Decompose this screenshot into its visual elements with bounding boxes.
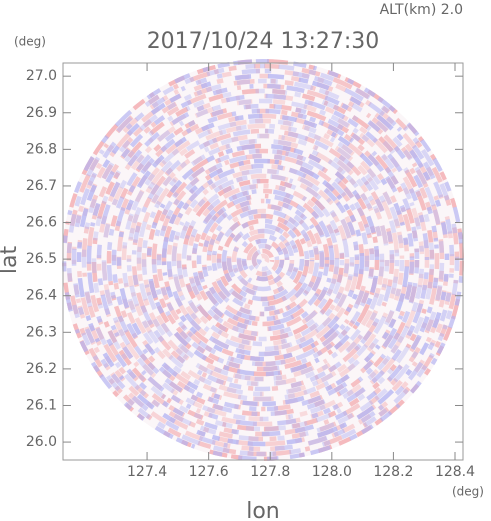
echo-ring bbox=[246, 243, 280, 277]
y-unit: (deg) bbox=[14, 35, 46, 49]
y-tick-label: 26.8 bbox=[26, 141, 57, 157]
echo-ring bbox=[91, 88, 435, 432]
echo-ring bbox=[251, 248, 275, 272]
y-axis-label: lat bbox=[0, 246, 22, 275]
echo-ring bbox=[136, 133, 390, 387]
y-tick-label: 26.7 bbox=[26, 178, 57, 194]
x-unit: (deg) bbox=[452, 485, 484, 499]
echo-ring bbox=[131, 128, 395, 392]
echo-ring bbox=[166, 163, 360, 357]
echo-ring bbox=[81, 78, 445, 442]
y-tick-label: 26.5 bbox=[26, 251, 57, 267]
echo-ring bbox=[66, 63, 460, 457]
chart-title: 2017/10/24 13:27:30 bbox=[147, 29, 380, 54]
echo-ring bbox=[136, 133, 390, 387]
echo-ring bbox=[201, 198, 325, 322]
y-tick-label: 26.6 bbox=[26, 215, 57, 231]
y-tick-label: 26.0 bbox=[26, 434, 57, 450]
echo-ring bbox=[256, 253, 270, 267]
x-tick-label: 127.8 bbox=[250, 464, 290, 480]
y-tick-label: 26.3 bbox=[26, 324, 57, 340]
echo-ring bbox=[221, 218, 305, 302]
echo-ring bbox=[121, 118, 405, 402]
echo-ring bbox=[76, 73, 450, 447]
echo-ring bbox=[186, 183, 340, 337]
echo-ring bbox=[146, 143, 380, 377]
echo-ring bbox=[161, 158, 365, 362]
echo-ring bbox=[126, 123, 400, 397]
echo-ring bbox=[191, 188, 335, 332]
echo-ring bbox=[246, 243, 280, 277]
echo-ring bbox=[111, 108, 415, 412]
echo-ring bbox=[186, 183, 340, 337]
echo-ring bbox=[171, 168, 355, 352]
echo-ring bbox=[106, 103, 420, 417]
x-tick-label: 127.4 bbox=[127, 464, 167, 480]
y-tick-label: 26.2 bbox=[26, 361, 57, 377]
echo-ring bbox=[101, 98, 425, 422]
echo-ring bbox=[226, 223, 300, 297]
echo-ring bbox=[62, 59, 464, 461]
x-tick-label: 128.4 bbox=[435, 464, 475, 480]
echo-ring bbox=[216, 213, 310, 307]
echo-ring bbox=[256, 253, 270, 267]
x-tick-label: 127.6 bbox=[189, 464, 229, 480]
echo-ring bbox=[161, 158, 365, 362]
echo-ring bbox=[151, 148, 375, 372]
echo-ring bbox=[76, 73, 450, 447]
echo-ring bbox=[66, 63, 460, 457]
echo-ring bbox=[216, 213, 310, 307]
echo-ring bbox=[251, 248, 275, 272]
echo-ring bbox=[141, 138, 385, 382]
echo-ring bbox=[101, 98, 425, 422]
echo-ring bbox=[236, 233, 290, 287]
echo-ring bbox=[241, 238, 285, 282]
altitude-label: ALT(km) 2.0 bbox=[380, 2, 463, 18]
echo-ring bbox=[231, 228, 295, 292]
y-tick-label: 26.9 bbox=[26, 105, 57, 121]
plot-frame bbox=[62, 62, 464, 461]
echo-ring bbox=[96, 93, 430, 427]
echo-ring bbox=[181, 178, 345, 342]
reflectivity-field bbox=[62, 59, 464, 461]
echo-ring bbox=[126, 123, 400, 397]
echo-ring bbox=[206, 203, 320, 317]
x-tick-label: 128.2 bbox=[373, 464, 413, 480]
echo-ring bbox=[116, 113, 410, 407]
echo-ring bbox=[196, 193, 330, 327]
echo-ring bbox=[121, 118, 405, 402]
echo-ring bbox=[156, 153, 370, 367]
echo-ring bbox=[71, 68, 455, 452]
x-tick-label: 128.0 bbox=[312, 464, 352, 480]
y-tick-label: 26.4 bbox=[26, 288, 57, 304]
echo-ring bbox=[176, 173, 350, 347]
y-tick-label: 26.1 bbox=[26, 397, 57, 413]
echo-ring bbox=[151, 148, 375, 372]
x-axis-label: lon bbox=[246, 499, 280, 521]
y-tick-label: 27.0 bbox=[26, 68, 57, 84]
echo-ring bbox=[171, 168, 355, 352]
echo-ring bbox=[86, 83, 440, 437]
echo-ring bbox=[81, 78, 445, 442]
echo-ring bbox=[181, 178, 345, 342]
echo-ring bbox=[141, 138, 385, 382]
echo-ring bbox=[211, 208, 315, 312]
